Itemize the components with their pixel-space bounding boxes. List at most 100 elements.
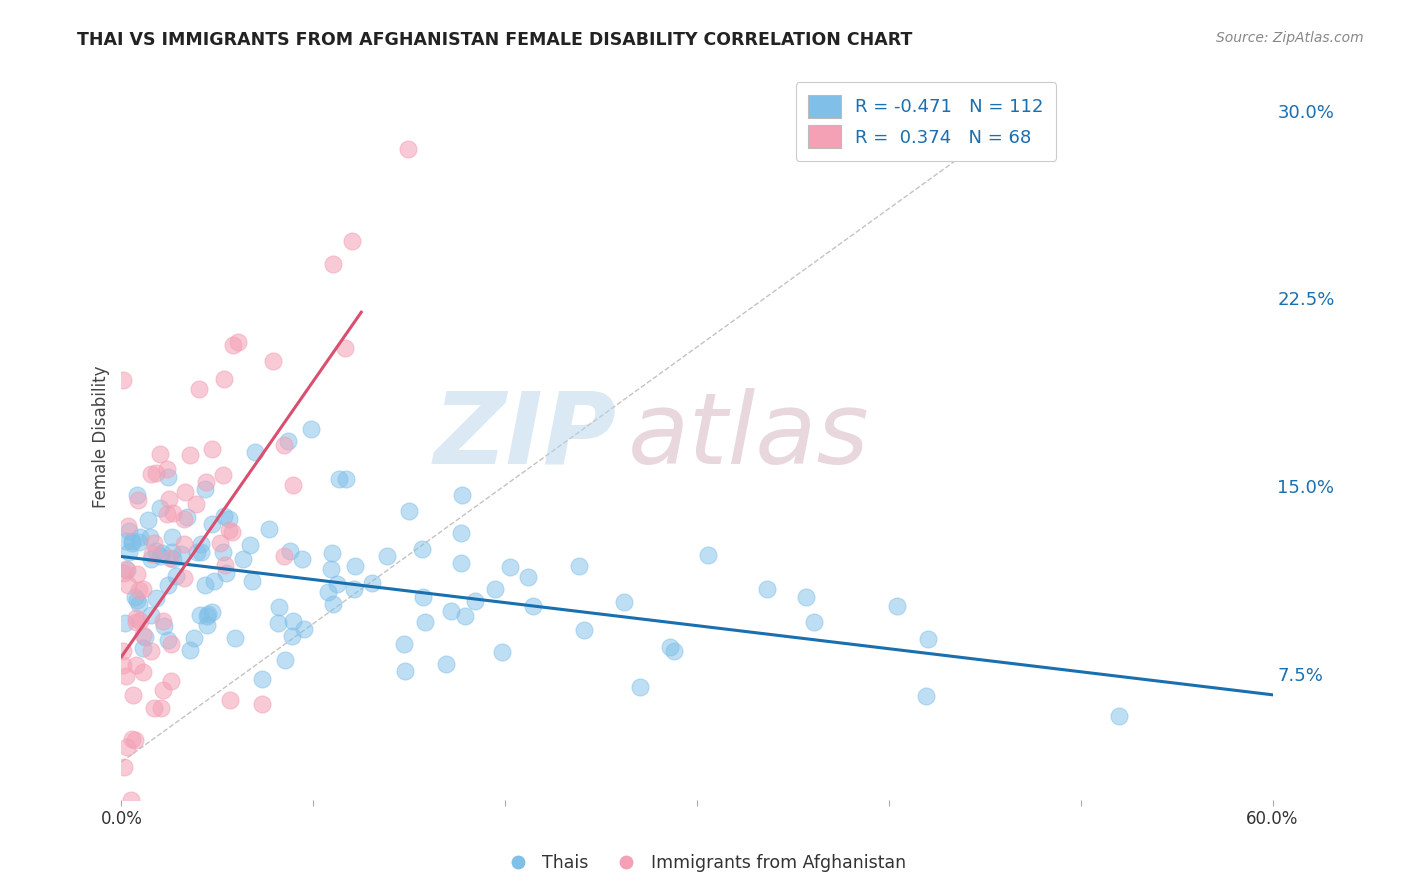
Point [240, 574, 263, 588]
Point [128, 531, 150, 545]
Point [411, 542, 433, 557]
Point [340, 234, 363, 248]
Point [195, 608, 218, 623]
Text: ZIP: ZIP [433, 388, 616, 484]
Point [173, 537, 195, 551]
Point [156, 633, 179, 648]
Point [484, 582, 506, 596]
Point [125, 566, 148, 581]
Point [131, 665, 153, 680]
Point [396, 142, 419, 156]
Point [335, 472, 357, 486]
Point [179, 448, 201, 462]
Point [277, 434, 299, 448]
Point [613, 594, 636, 608]
Point [215, 566, 238, 581]
Point [756, 582, 779, 597]
Point [124, 733, 146, 747]
Point [157, 578, 180, 592]
Point [262, 353, 284, 368]
Point [516, 569, 538, 583]
Point [209, 535, 232, 549]
Point [118, 545, 141, 559]
Point [221, 525, 243, 540]
Point [803, 615, 825, 629]
Point [162, 552, 184, 566]
Point [299, 422, 322, 436]
Point [153, 619, 176, 633]
Point [173, 571, 195, 585]
Point [914, 690, 936, 704]
Point [412, 590, 434, 604]
Point [183, 631, 205, 645]
Point [344, 558, 367, 573]
Point [224, 632, 246, 646]
Point [214, 558, 236, 573]
Point [112, 644, 135, 658]
Point [522, 599, 544, 613]
Point [117, 519, 139, 533]
Point [375, 549, 398, 563]
Point [121, 732, 143, 747]
Text: atlas: atlas [628, 388, 869, 484]
Point [139, 530, 162, 544]
Point [197, 618, 219, 632]
Point [290, 552, 312, 566]
Point [176, 510, 198, 524]
Point [139, 643, 162, 657]
Point [280, 543, 302, 558]
Point [316, 585, 339, 599]
Point [129, 614, 152, 628]
Point [141, 547, 163, 561]
Point [214, 372, 236, 386]
Point [394, 664, 416, 678]
Point [112, 759, 135, 773]
Point [157, 491, 180, 506]
Point [202, 574, 225, 589]
Point [139, 552, 162, 566]
Point [117, 739, 139, 754]
Point [115, 562, 138, 576]
Point [162, 529, 184, 543]
Point [274, 653, 297, 667]
Point [134, 630, 156, 644]
Point [125, 658, 148, 673]
Point [257, 522, 280, 536]
Point [194, 482, 217, 496]
Point [1108, 708, 1130, 723]
Point [212, 545, 235, 559]
Point [152, 683, 174, 698]
Point [145, 544, 167, 558]
Point [211, 468, 233, 483]
Point [142, 700, 165, 714]
Point [574, 623, 596, 637]
Point [658, 640, 681, 654]
Point [149, 500, 172, 515]
Point [149, 549, 172, 563]
Point [212, 508, 235, 523]
Point [179, 643, 201, 657]
Point [145, 466, 167, 480]
Point [121, 534, 143, 549]
Point [335, 341, 357, 355]
Legend: R = -0.471   N = 112, R =  0.374   N = 68: R = -0.471 N = 112, R = 0.374 N = 68 [796, 82, 1056, 161]
Point [128, 535, 150, 549]
Point [450, 556, 472, 570]
Point [132, 582, 155, 597]
Point [188, 607, 211, 622]
Point [115, 533, 138, 548]
Point [322, 597, 344, 611]
Point [218, 523, 240, 537]
Point [280, 629, 302, 643]
Point [392, 637, 415, 651]
Point [174, 484, 197, 499]
Point [413, 615, 436, 629]
Point [186, 496, 208, 510]
Point [218, 512, 240, 526]
Point [451, 487, 474, 501]
Point [267, 599, 290, 614]
Point [454, 608, 477, 623]
Point [160, 637, 183, 651]
Point [201, 442, 224, 456]
Point [112, 658, 135, 673]
